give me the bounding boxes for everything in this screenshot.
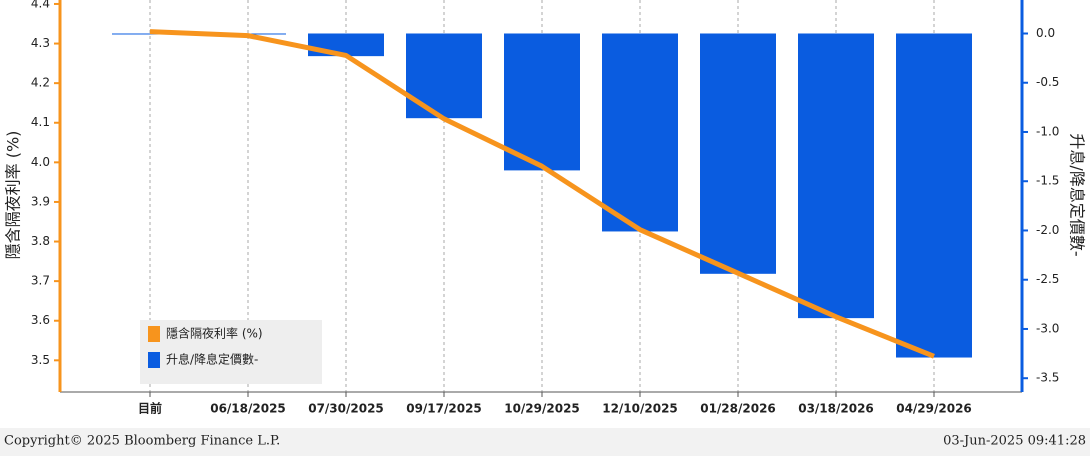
y2-tick-label: -3.0 [1036,321,1059,335]
y-tick-label: 4.0 [31,155,50,169]
y2-tick-label: -1.0 [1036,124,1059,138]
timestamp: 03-Jun-2025 09:41:28 [943,434,1086,449]
legend-box [140,320,322,384]
y-tick-label: 4.4 [31,0,50,10]
bar [504,33,580,171]
y-tick-label: 4.2 [31,76,50,90]
x-tick-label: 06/18/2025 [210,402,286,416]
y-tick-label: 3.7 [31,274,50,288]
x-tick-label: 03/18/2026 [798,402,874,416]
bar [406,33,482,119]
line [149,29,935,359]
y-tick-label: 4.1 [31,115,50,129]
legend-swatch [148,326,160,342]
y-tick-label: 3.6 [31,313,50,327]
x-tick-label: 12/10/2025 [602,402,678,416]
bar [308,33,384,57]
y2-tick-label: -1.5 [1036,174,1059,188]
y2-tick-label: -3.5 [1036,371,1059,385]
y2-tick-label: -2.0 [1036,223,1059,237]
x-tick-label: 07/30/2025 [308,402,384,416]
bar [602,33,678,232]
y-tick-label: 3.9 [31,194,50,208]
bar [798,33,874,319]
y-axis-title: 隱含隔夜利率 (%) [4,131,23,260]
y-tick-label: 4.3 [31,36,50,50]
x-tick-label: 01/28/2026 [700,402,776,416]
legend-label: 升息/降息定價數- [166,352,258,367]
x-tick-label: 04/29/2026 [896,402,972,416]
x-tick-label: 10/29/2025 [504,402,580,416]
y-tick-label: 3.5 [31,353,50,367]
y2-tick-label: -2.5 [1036,272,1059,286]
legend-label: 隱含隔夜利率 (%) [166,326,263,341]
legend-swatch [148,352,160,368]
x-tick-label: 目前 [138,401,162,416]
copyright: Copyright© 2025 Bloomberg Finance L.P. [4,434,280,449]
y2-axis-title: 升息/降息定價數- [1068,133,1087,256]
y2-tick-label: -0.5 [1036,75,1059,89]
footer-band [0,428,1090,456]
y-tick-label: 3.8 [31,234,50,248]
y2-tick-label: 0.0 [1036,26,1055,40]
x-tick-label: 09/17/2025 [406,402,482,416]
bar [896,33,972,358]
bar [700,33,776,274]
